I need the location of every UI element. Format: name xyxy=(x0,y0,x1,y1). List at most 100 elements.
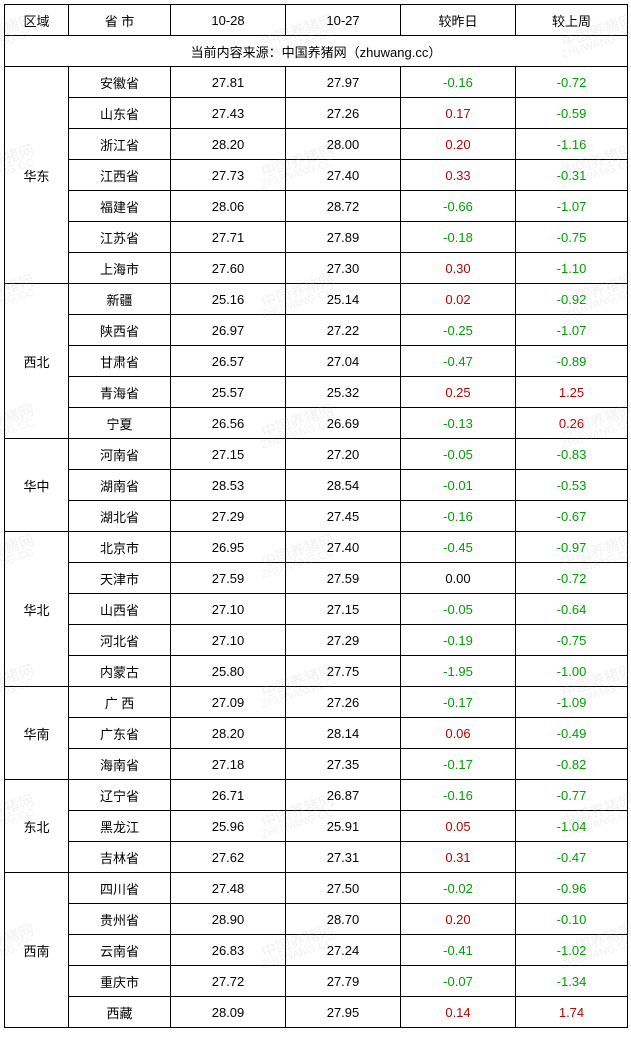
delta-week: -0.82 xyxy=(516,749,628,780)
delta-day: -0.18 xyxy=(401,222,516,253)
value-date2: 27.30 xyxy=(286,253,401,284)
delta-week: -0.83 xyxy=(516,439,628,470)
table-row: 湖南省28.5328.54-0.01-0.53 xyxy=(5,470,628,501)
region-cell: 西北 xyxy=(5,284,69,439)
value-date1: 26.83 xyxy=(171,935,286,966)
delta-week: -0.96 xyxy=(516,873,628,904)
table-row: 青海省25.5725.320.251.25 xyxy=(5,377,628,408)
delta-week: -1.10 xyxy=(516,253,628,284)
delta-day: -1.95 xyxy=(401,656,516,687)
province-cell: 黑龙江 xyxy=(69,811,171,842)
delta-day: 0.00 xyxy=(401,563,516,594)
delta-day: 0.20 xyxy=(401,129,516,160)
region-cell: 华东 xyxy=(5,67,69,284)
delta-week: -0.31 xyxy=(516,160,628,191)
delta-week: -0.72 xyxy=(516,67,628,98)
delta-week: -0.67 xyxy=(516,501,628,532)
table-row: 吉林省27.6227.310.31-0.47 xyxy=(5,842,628,873)
col-date2: 10-27 xyxy=(286,5,401,36)
table-row: 内蒙古25.8027.75-1.95-1.00 xyxy=(5,656,628,687)
value-date2: 27.24 xyxy=(286,935,401,966)
value-date2: 27.22 xyxy=(286,315,401,346)
delta-week: 1.25 xyxy=(516,377,628,408)
table-row: 河北省27.1027.29-0.19-0.75 xyxy=(5,625,628,656)
province-cell: 北京市 xyxy=(69,532,171,563)
table-row: 天津市27.5927.590.00-0.72 xyxy=(5,563,628,594)
table-row: 山东省27.4327.260.17-0.59 xyxy=(5,98,628,129)
value-date1: 26.97 xyxy=(171,315,286,346)
value-date1: 27.29 xyxy=(171,501,286,532)
region-cell: 华中 xyxy=(5,439,69,532)
table-row: 湖北省27.2927.45-0.16-0.67 xyxy=(5,501,628,532)
delta-week: 1.74 xyxy=(516,997,628,1028)
delta-day: -0.02 xyxy=(401,873,516,904)
table-row: 贵州省28.9028.700.20-0.10 xyxy=(5,904,628,935)
province-cell: 西藏 xyxy=(69,997,171,1028)
table-row: 华东安徽省27.8127.97-0.16-0.72 xyxy=(5,67,628,98)
delta-day: -0.45 xyxy=(401,532,516,563)
province-cell: 吉林省 xyxy=(69,842,171,873)
delta-day: 0.06 xyxy=(401,718,516,749)
value-date2: 27.20 xyxy=(286,439,401,470)
province-cell: 江西省 xyxy=(69,160,171,191)
delta-day: -0.16 xyxy=(401,67,516,98)
delta-day: -0.05 xyxy=(401,594,516,625)
value-date1: 26.95 xyxy=(171,532,286,563)
value-date1: 28.53 xyxy=(171,470,286,501)
value-date1: 25.16 xyxy=(171,284,286,315)
table-row: 云南省26.8327.24-0.41-1.02 xyxy=(5,935,628,966)
col-date1: 10-28 xyxy=(171,5,286,36)
value-date1: 27.10 xyxy=(171,594,286,625)
table-row: 海南省27.1827.35-0.17-0.82 xyxy=(5,749,628,780)
value-date2: 27.95 xyxy=(286,997,401,1028)
province-cell: 重庆市 xyxy=(69,966,171,997)
value-date1: 28.09 xyxy=(171,997,286,1028)
value-date1: 27.48 xyxy=(171,873,286,904)
value-date2: 27.35 xyxy=(286,749,401,780)
value-date2: 27.31 xyxy=(286,842,401,873)
table-row: 西北新疆25.1625.140.02-0.92 xyxy=(5,284,628,315)
table-row: 华中河南省27.1527.20-0.05-0.83 xyxy=(5,439,628,470)
value-date2: 27.29 xyxy=(286,625,401,656)
region-cell: 华北 xyxy=(5,532,69,687)
value-date1: 27.81 xyxy=(171,67,286,98)
value-date2: 27.04 xyxy=(286,346,401,377)
source-row: 当前内容来源：中国养猪网（zhuwang.cc） xyxy=(5,36,628,67)
table-row: 重庆市27.7227.79-0.07-1.34 xyxy=(5,966,628,997)
value-date1: 27.73 xyxy=(171,160,286,191)
value-date1: 27.15 xyxy=(171,439,286,470)
delta-day: 0.17 xyxy=(401,98,516,129)
value-date1: 28.90 xyxy=(171,904,286,935)
delta-week: -0.10 xyxy=(516,904,628,935)
province-cell: 河南省 xyxy=(69,439,171,470)
delta-day: -0.66 xyxy=(401,191,516,222)
delta-day: -0.47 xyxy=(401,346,516,377)
province-cell: 湖北省 xyxy=(69,501,171,532)
table-row: 黑龙江25.9625.910.05-1.04 xyxy=(5,811,628,842)
col-province: 省 市 xyxy=(69,5,171,36)
value-date1: 26.57 xyxy=(171,346,286,377)
province-cell: 福建省 xyxy=(69,191,171,222)
table-row: 山西省27.1027.15-0.05-0.64 xyxy=(5,594,628,625)
value-date2: 28.70 xyxy=(286,904,401,935)
table-row: 甘肃省26.5727.04-0.47-0.89 xyxy=(5,346,628,377)
value-date1: 27.71 xyxy=(171,222,286,253)
province-cell: 天津市 xyxy=(69,563,171,594)
delta-week: -0.47 xyxy=(516,842,628,873)
delta-day: -0.25 xyxy=(401,315,516,346)
delta-week: -0.77 xyxy=(516,780,628,811)
value-date2: 28.00 xyxy=(286,129,401,160)
table-row: 江西省27.7327.400.33-0.31 xyxy=(5,160,628,191)
value-date1: 25.80 xyxy=(171,656,286,687)
delta-day: 0.05 xyxy=(401,811,516,842)
delta-week: -1.16 xyxy=(516,129,628,160)
province-cell: 宁夏 xyxy=(69,408,171,439)
delta-day: -0.05 xyxy=(401,439,516,470)
region-cell: 华南 xyxy=(5,687,69,780)
province-cell: 上海市 xyxy=(69,253,171,284)
table-row: 东北辽宁省26.7126.87-0.16-0.77 xyxy=(5,780,628,811)
value-date2: 27.15 xyxy=(286,594,401,625)
delta-week: 0.26 xyxy=(516,408,628,439)
delta-week: -1.04 xyxy=(516,811,628,842)
delta-week: -1.02 xyxy=(516,935,628,966)
